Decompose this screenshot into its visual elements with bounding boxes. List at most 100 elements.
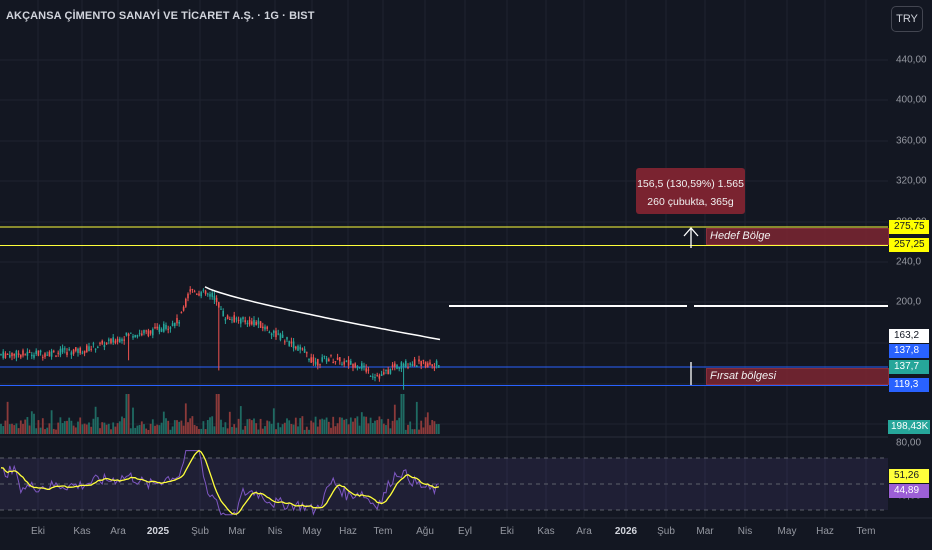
volume-bar [154, 425, 156, 434]
volume-bar [409, 421, 412, 434]
volume-bar [332, 416, 335, 434]
candle-body [178, 322, 180, 324]
candle-body [308, 358, 310, 361]
volume-bar [134, 427, 137, 434]
candle-body [112, 337, 114, 343]
volume-bar [107, 423, 110, 434]
candle-body [9, 354, 11, 358]
volume-bar [356, 416, 359, 434]
price-tick-label: 200,0 [896, 296, 922, 308]
candle-body [46, 354, 48, 356]
measure-label[interactable]: 156,5 (130,59%) 1.565 260 çubukta, 365g [636, 168, 745, 214]
measure-line-1: 156,5 (130,59%) 1.565 [637, 178, 744, 190]
volume-bar [125, 394, 128, 434]
volume-bar [198, 429, 200, 434]
volume-bar [217, 394, 220, 434]
candle-body [354, 363, 356, 368]
candle-body [33, 354, 35, 358]
candle-body [28, 351, 31, 353]
candle-body [92, 343, 95, 345]
opportunity-zone-top-badge: 137,8 [889, 344, 929, 358]
candle-body [222, 310, 224, 317]
volume-bar [187, 422, 189, 434]
volume-bar [88, 422, 90, 434]
candle-body [224, 318, 227, 321]
candle-body [295, 346, 297, 349]
candle-body [136, 335, 139, 337]
candle-body [61, 348, 64, 353]
candle-body [259, 321, 262, 328]
volume-bar [46, 427, 49, 434]
candle-body [429, 362, 431, 365]
candle-body [383, 372, 385, 375]
volume-bar [72, 425, 75, 434]
volume-bar [68, 417, 71, 434]
candle-body [413, 359, 416, 366]
candle-body [79, 347, 81, 354]
volume-bar [158, 425, 161, 434]
volume-bar [242, 429, 244, 434]
volume-bar [237, 418, 240, 434]
volume-bar [411, 429, 414, 434]
candle-body [202, 289, 205, 291]
time-tick-label: Nis [737, 526, 753, 537]
candle-body [332, 361, 334, 363]
candle-body [193, 291, 196, 293]
volume-bar [145, 428, 148, 434]
volume-bar [363, 416, 365, 434]
target-zone-box[interactable]: Hedef Bölge [706, 228, 889, 245]
volume-bar [22, 423, 24, 434]
volume-bar [341, 417, 343, 434]
time-tick-label: Nis [267, 526, 283, 537]
candle-body [39, 350, 42, 353]
candle-body [101, 340, 103, 344]
candle-body [253, 319, 255, 326]
candle-body [220, 308, 222, 310]
time-tick-label: Mar [696, 526, 714, 537]
candle-body [215, 297, 218, 302]
volume-value-badge: 198,43K [888, 420, 930, 434]
candle-body [37, 350, 40, 356]
volume-bar [239, 406, 242, 434]
candle-body [86, 345, 88, 352]
volume-bar [74, 427, 77, 434]
candle-body [385, 369, 387, 371]
volume-bar [297, 426, 299, 434]
candle-body [356, 365, 359, 369]
volume-bar [312, 422, 315, 434]
volume-bar [160, 422, 163, 434]
candle-body [70, 352, 73, 355]
target-zone-bottom-badge: 257,25 [889, 238, 929, 252]
opportunity-zone-box[interactable]: Fırsat bölgesi [706, 368, 889, 385]
candle-body [165, 325, 167, 329]
rsi-axis-label: 80,00 [896, 437, 922, 449]
volume-bar [114, 426, 117, 434]
time-tick-label: Kas [73, 526, 91, 537]
candle-body [323, 355, 326, 357]
candle-body [105, 342, 108, 345]
candle-body [75, 347, 77, 351]
volume-bar [352, 421, 354, 434]
volume-bar [360, 412, 363, 434]
candle-body [99, 342, 101, 344]
candle-body [48, 351, 51, 357]
candle-body [376, 375, 378, 377]
candle-body [402, 363, 405, 367]
time-tick-label: Şub [657, 526, 675, 537]
volume-bar [39, 427, 42, 434]
last-price-badge: 137,7 [889, 360, 929, 374]
volume-bar [184, 403, 187, 434]
currency-button[interactable]: TRY [891, 6, 923, 32]
volume-bar [338, 417, 341, 434]
symbol-title[interactable]: AKÇANSA ÇİMENTO SANAYİ VE TİCARET A.Ş. ·… [6, 10, 315, 22]
volume-bar [330, 427, 332, 434]
volume-bar [235, 427, 238, 434]
candle-body [134, 335, 136, 338]
volume-bar [143, 424, 145, 434]
volume-bar [382, 423, 385, 434]
volume-bar [345, 418, 348, 434]
volume-bar [435, 424, 438, 434]
volume-bar [413, 429, 416, 434]
volume-bar [215, 394, 218, 434]
